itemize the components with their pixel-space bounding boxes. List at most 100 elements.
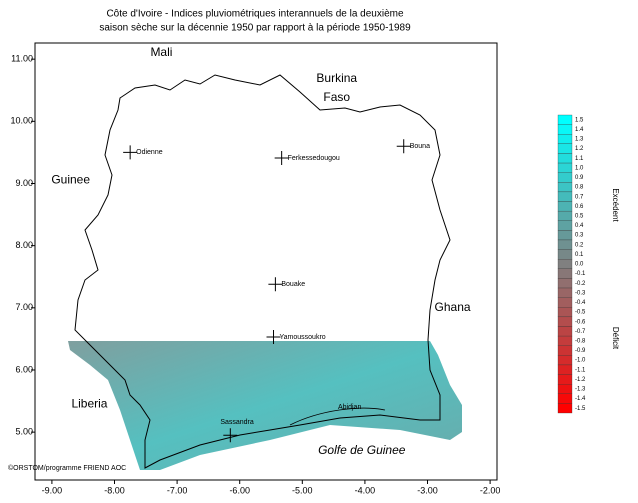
colorbar-label: -0.1	[575, 271, 586, 277]
colorbar-label: -0.2	[575, 281, 586, 287]
colorbar-label: 1.2	[575, 146, 584, 152]
colorbar-cell	[557, 268, 573, 279]
x-tick-label: -3.00	[417, 485, 438, 495]
colorbar-label: -0.7	[575, 329, 586, 335]
y-tick-label: 5.00	[15, 427, 33, 437]
colorbar-label: 0.6	[575, 204, 584, 210]
plot-frame	[34, 42, 498, 481]
y-tick-label: 9.00	[15, 178, 33, 188]
colorbar-label: -0.6	[575, 319, 586, 325]
colorbar-cell	[557, 307, 573, 318]
colorbar-label: -0.4	[575, 300, 586, 306]
colorbar-cell	[557, 374, 573, 385]
city-label: Ferkessedougou	[288, 155, 340, 162]
colorbar-cell	[557, 182, 573, 193]
y-tick-label: 7.00	[15, 302, 33, 312]
colorbar-label: -1.2	[575, 377, 586, 383]
colorbar-cell	[557, 249, 573, 260]
colorbar-label: -1.5	[575, 406, 586, 412]
colorbar-label: 0.5	[575, 214, 584, 220]
colorbar-cell	[557, 172, 573, 183]
colorbar-label: -1.4	[575, 396, 586, 402]
country-outline	[74, 74, 451, 469]
city-marker	[274, 151, 289, 165]
city-marker	[266, 330, 281, 345]
colorbar-cell	[557, 364, 573, 375]
y-tick-label: 6.00	[15, 364, 33, 374]
colorbar-label: 0.0	[575, 262, 584, 268]
region-label: Mali	[150, 45, 172, 59]
x-tick-label: -2.00	[480, 485, 501, 495]
colorbar-label: 1.5	[575, 117, 584, 123]
colorbar-cell	[557, 326, 573, 337]
colorbar-label: 1.4	[575, 127, 584, 133]
colorbar-cell	[557, 287, 573, 298]
city-marker	[123, 145, 138, 160]
city-label: Bouna	[410, 143, 430, 150]
x-tick-label: -6.00	[229, 485, 250, 495]
place-label: Abidjan	[338, 404, 361, 411]
colorbar-cell	[557, 134, 573, 144]
region-label: Guinee	[51, 173, 90, 187]
colorbar-cell	[557, 278, 573, 289]
colorbar-cell	[557, 210, 573, 221]
region-label: Golfe de Guinee	[318, 443, 406, 457]
colorbar-cell	[557, 393, 573, 404]
region-label: Liberia	[71, 396, 107, 410]
colorbar-label: 1.3	[575, 137, 584, 143]
colorbar-top-label: Excédent	[611, 188, 620, 222]
colorbar-label: 0.8	[575, 185, 584, 191]
colorbar-label: -0.3	[575, 290, 586, 296]
colorbar-label: -0.5	[575, 310, 586, 316]
colorbar-cell	[557, 259, 573, 269]
city-label: Yamoussoukro	[280, 334, 326, 341]
city-label: Odienne	[136, 149, 163, 156]
colorbar-label: 0.1	[575, 252, 584, 258]
city-marker	[396, 139, 411, 154]
colorbar-cell	[557, 162, 573, 173]
y-tick-label: 11.00	[11, 54, 33, 64]
colorbar-cell	[557, 191, 573, 202]
region-label: Burkina	[316, 71, 357, 85]
colorbar-label: 0.9	[575, 175, 584, 181]
colorbar-label: 1.1	[575, 156, 584, 162]
colorbar-label: -1.0	[575, 358, 586, 364]
colorbar-label: -1.1	[575, 367, 586, 373]
title-line: saison sèche sur la décennie 1950 par ra…	[99, 23, 411, 34]
colorbar-label: -0.9	[575, 348, 586, 354]
colorbar-bottom-label: Déficit	[611, 327, 620, 350]
colorbar-cell	[557, 239, 573, 250]
colorbar-label: 0.3	[575, 233, 584, 239]
x-tick-label: -4.00	[355, 485, 376, 495]
colorbar-label: -0.8	[575, 338, 586, 344]
colorbar-cell	[557, 230, 573, 241]
city-label: Sassandra	[220, 419, 254, 426]
colorbar-cell	[557, 143, 573, 154]
colorbar-cell	[557, 316, 573, 327]
x-tick-label: -8.00	[104, 485, 125, 495]
colorbar-cell	[557, 345, 573, 356]
city-marker	[223, 428, 238, 443]
colorbar-cell	[557, 201, 573, 212]
colorbar-cell	[557, 335, 573, 346]
colorbar-label: 0.4	[575, 223, 584, 229]
colorbar-cell	[557, 153, 573, 164]
colorbar-label: 0.2	[575, 242, 584, 248]
colorbar-cell	[557, 403, 573, 414]
colorbar-cell	[557, 355, 573, 366]
y-tick-label: 10.00	[10, 116, 33, 126]
credit: ©ORSTOM/programme FRIEND AOC	[8, 464, 126, 472]
title-line: Côte d'Ivoire - Indices pluviométriques …	[106, 9, 404, 20]
x-tick-label: -9.00	[42, 485, 63, 495]
region-label: Ghana	[435, 300, 471, 314]
rainfall-index-field	[68, 341, 462, 470]
y-tick-label: 8.00	[15, 240, 33, 250]
colorbar-label: 1.0	[575, 165, 584, 171]
colorbar-cell	[557, 297, 573, 308]
colorbar-label: 0.7	[575, 194, 584, 200]
colorbar-cell	[557, 384, 573, 394]
city-label: Bouake	[281, 281, 305, 288]
x-tick-label: -5.00	[292, 485, 313, 495]
lagoon	[289, 407, 386, 426]
